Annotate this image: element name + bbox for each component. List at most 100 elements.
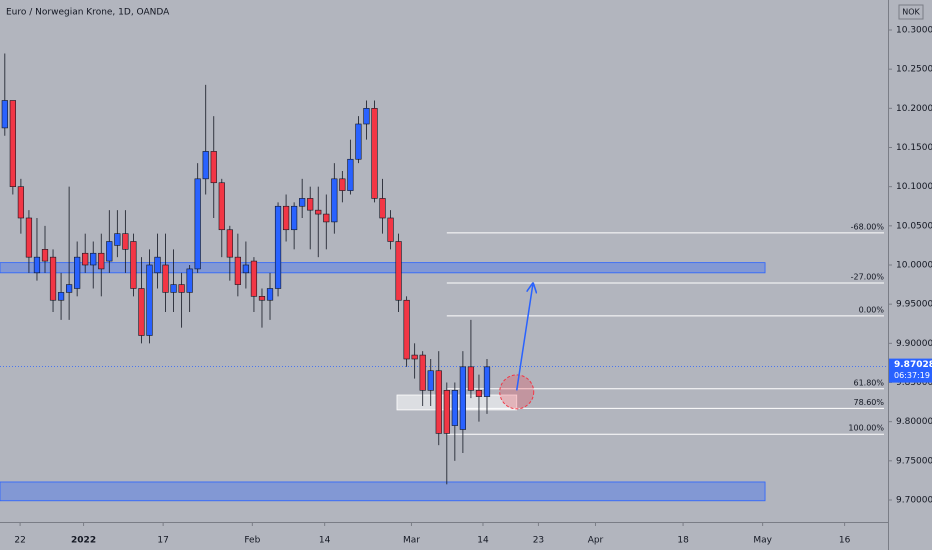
candle-body xyxy=(17,186,25,219)
x-tick-label: 14 xyxy=(319,536,331,546)
candle-body xyxy=(403,299,410,360)
y-tick-label: 9.75000 xyxy=(896,456,932,466)
candle-body xyxy=(475,390,483,397)
x-tick-label: 2022 xyxy=(71,536,96,546)
candle-body xyxy=(226,229,233,258)
candle-body xyxy=(291,205,298,231)
candle-body xyxy=(74,256,81,289)
y-tick-label: 9.95000 xyxy=(896,300,932,310)
candle-body xyxy=(82,252,89,266)
last-price-box xyxy=(889,358,932,383)
candle-body xyxy=(282,205,290,231)
candle-body xyxy=(435,370,442,434)
candle-body xyxy=(250,260,258,297)
chart-title: Euro / Norwegian Krone, 1D, OANDA xyxy=(6,8,170,18)
candle-body xyxy=(25,217,33,258)
x-tick-label: 22 xyxy=(14,536,25,546)
support-zone xyxy=(0,262,766,274)
candle-body xyxy=(339,178,346,191)
candle-body xyxy=(363,108,370,125)
candle-body xyxy=(234,256,241,285)
currency: NOK xyxy=(902,8,920,17)
candle-body xyxy=(274,205,282,289)
y-tick-label: 9.85000 xyxy=(896,378,932,388)
candle-body xyxy=(178,284,185,293)
x-tick-label: Mar xyxy=(403,536,420,546)
candle-body xyxy=(451,390,458,426)
candle-body xyxy=(41,249,49,262)
candle-body xyxy=(170,284,177,293)
candle-body xyxy=(387,217,394,242)
y-tick-label: 10.00000 xyxy=(896,260,932,270)
candle-body xyxy=(299,198,306,207)
candle-body xyxy=(347,158,354,191)
x-tick-label: 14 xyxy=(477,536,489,546)
candle-body xyxy=(162,264,169,293)
candle-body xyxy=(210,151,217,184)
candle-body xyxy=(315,209,322,215)
candle-body xyxy=(194,178,201,270)
candle-body xyxy=(98,252,105,270)
candle-body xyxy=(114,233,121,246)
candle-body xyxy=(395,241,402,301)
candle-body xyxy=(459,366,466,430)
candle-body xyxy=(331,178,338,223)
candle-body xyxy=(467,366,475,391)
y-tick-label: 9.90000 xyxy=(896,339,932,349)
candle-body xyxy=(186,268,193,293)
y-tick-label: 10.20000 xyxy=(896,104,932,114)
x-tick-label: 23 xyxy=(533,536,544,546)
x-tick-label: 16 xyxy=(839,536,851,546)
candle-body xyxy=(9,100,16,187)
candle-body xyxy=(427,370,434,391)
candle-body xyxy=(202,151,209,180)
support-zone xyxy=(0,481,766,502)
fib-label: 0.00% xyxy=(859,305,885,314)
candle-body xyxy=(130,241,137,289)
candle-body xyxy=(146,264,153,336)
candle-body xyxy=(379,198,386,219)
candle-body xyxy=(1,100,8,129)
candle-body xyxy=(65,284,73,293)
x-tick-label: Apr xyxy=(588,536,604,546)
candle-body xyxy=(33,256,41,274)
candle-body xyxy=(154,256,161,274)
x-tick-label: 18 xyxy=(677,536,689,546)
candle-body xyxy=(411,354,418,360)
fib-label: 100.00% xyxy=(848,424,884,433)
candle-body xyxy=(49,256,57,301)
candle-body xyxy=(90,252,97,266)
candle-body xyxy=(307,198,314,211)
y-tick-label: 10.25000 xyxy=(896,65,932,75)
target-circle xyxy=(499,374,535,410)
fib-label: 61.80% xyxy=(853,378,884,387)
candle-body xyxy=(371,108,378,199)
candle-body xyxy=(138,288,145,336)
y-tick-label: 10.30000 xyxy=(896,26,932,36)
currency-box xyxy=(898,4,924,20)
fib-label: 78.60% xyxy=(853,398,884,407)
candle-body xyxy=(218,182,225,231)
candle-body xyxy=(266,288,274,301)
candle-body xyxy=(57,292,65,301)
projection-arrow xyxy=(515,285,533,391)
candle-body xyxy=(483,366,491,397)
candle-body xyxy=(323,213,330,223)
candle-body xyxy=(242,264,250,274)
y-tick-label: 9.80000 xyxy=(896,417,932,427)
candle-body xyxy=(106,241,113,262)
candle-body xyxy=(122,233,129,250)
fib-label: -68.00% xyxy=(851,222,885,231)
candle-body xyxy=(419,354,426,391)
y-tick-label: 9.70000 xyxy=(896,495,932,505)
x-tick-label: May xyxy=(753,536,772,546)
x-tick-label: 17 xyxy=(157,536,168,546)
countdown: 06:37:19 xyxy=(894,371,930,380)
y-tick-label: 10.15000 xyxy=(896,143,932,153)
y-tick-label: 10.05000 xyxy=(896,221,932,231)
candle-body xyxy=(258,296,266,301)
x-tick-label: Feb xyxy=(244,536,260,546)
